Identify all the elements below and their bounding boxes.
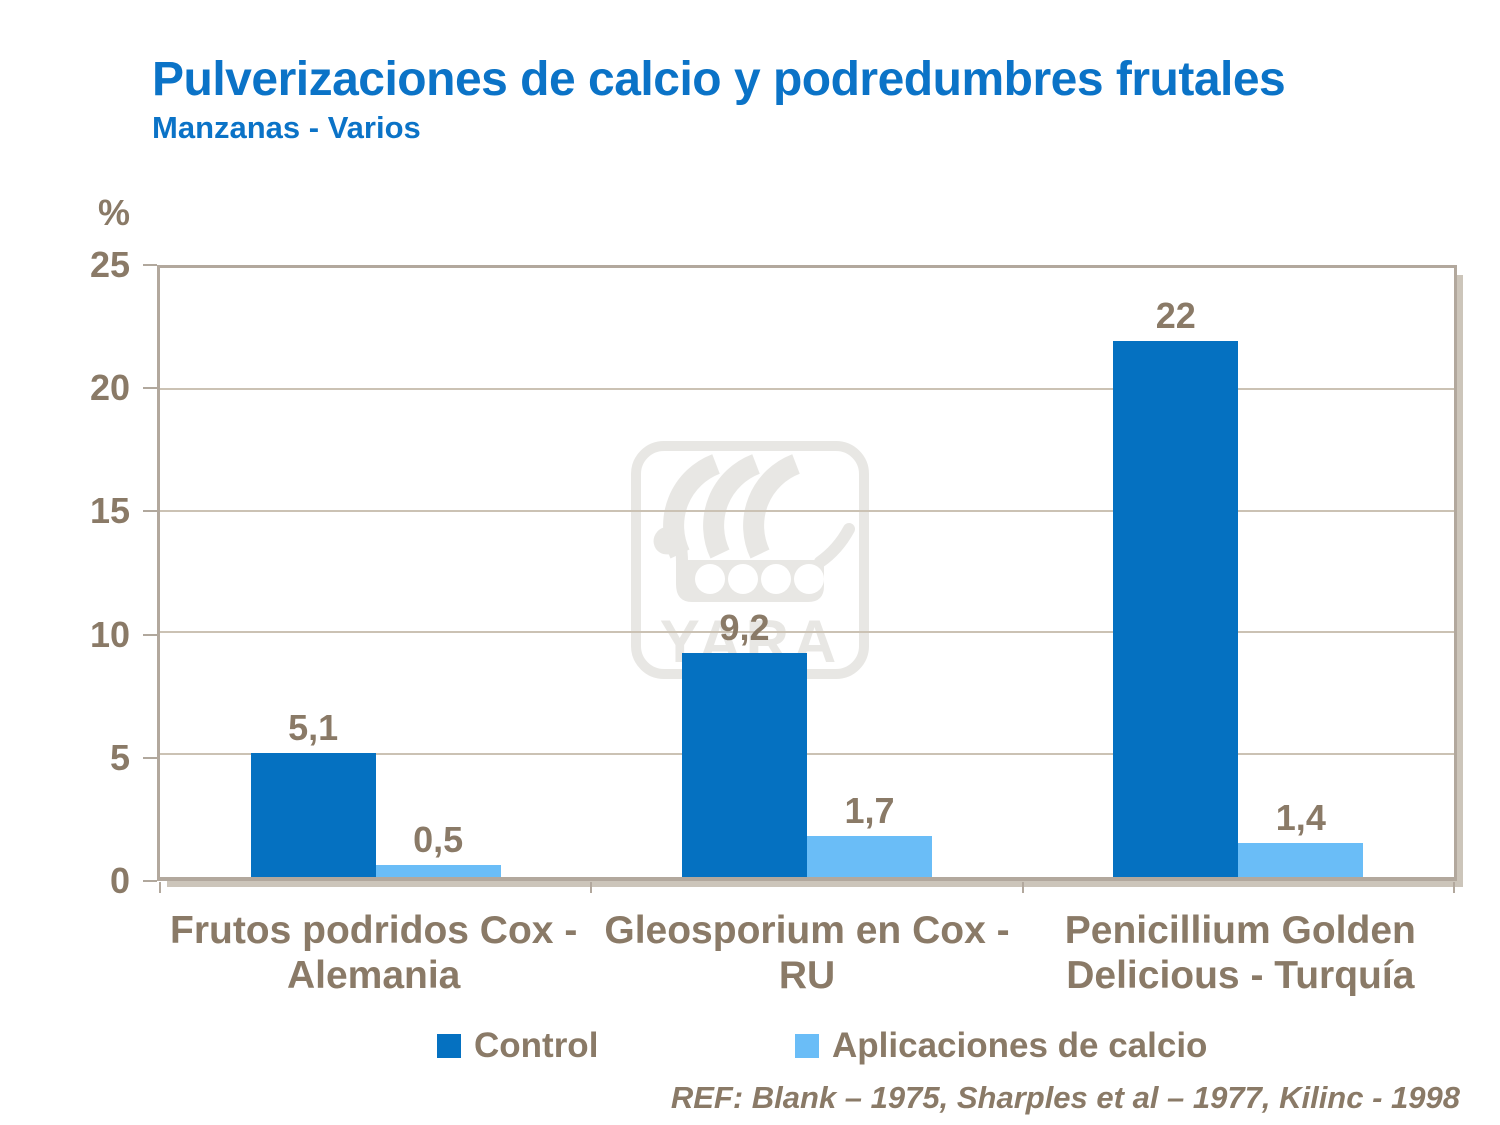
y-tick-label-15: 15	[89, 490, 130, 532]
category-label-1: Frutos podridos Cox - Alemania	[170, 909, 578, 997]
x-axis-tick-2	[1021, 882, 1024, 893]
category-label-3: Penicillium Golden Delicious - Turquía	[1064, 909, 1416, 997]
gridline-20	[160, 387, 1454, 390]
bar-value-label: 0,5	[413, 818, 464, 860]
chart-subtitle: Manzanas - Varios	[152, 110, 421, 145]
legend-label-control: Control	[474, 1026, 599, 1065]
legend-label-calcium: Aplicaciones de calcio	[832, 1026, 1208, 1065]
bar-control-1: 5,1	[250, 707, 376, 877]
bar-control-3: 22	[1113, 295, 1239, 877]
bar-value-label: 1,4	[1275, 796, 1326, 838]
bar-control-2: 9,2	[681, 607, 807, 877]
legend-swatch-calcium	[795, 1034, 819, 1058]
x-axis-tick-0	[159, 882, 161, 893]
legend-item-control: Control	[437, 1026, 598, 1066]
bar-value-label: 22	[1155, 295, 1196, 337]
gridline-10	[160, 631, 1454, 634]
chart-title: Pulverizaciones de calcio y podredumbres…	[152, 53, 1286, 106]
y-tick-label-20: 20	[89, 367, 130, 409]
legend-item-calcium: Aplicaciones de calcio	[795, 1026, 1207, 1066]
bar-group-2: 9,2 1,7	[591, 268, 1022, 877]
x-axis-tick-3	[1453, 882, 1455, 893]
y-tick-mark-10	[143, 633, 157, 636]
y-axis: 0 5 10 15 20 25	[0, 246, 157, 900]
bar-value-label: 9,2	[719, 606, 770, 648]
y-tick-mark-20	[143, 387, 157, 390]
y-tick-label-0: 0	[109, 860, 130, 901]
bar-value-label: 1,7	[844, 789, 895, 831]
y-tick-mark-5	[143, 756, 157, 759]
x-axis-category-labels: Frutos podridos Cox - Alemania Gleosporium…	[157, 908, 1457, 998]
bar-calcium-1: 0,5	[375, 819, 501, 877]
y-tick-label-10: 10	[89, 613, 130, 655]
gridline-5	[160, 753, 1454, 756]
bar-value-label: 5,1	[288, 706, 339, 748]
bar-calcium-2: 1,7	[806, 790, 932, 877]
category-label-2: Gleosporium en Cox - RU	[604, 909, 1010, 997]
y-tick-label-5: 5	[109, 736, 130, 778]
y-tick-mark-15	[143, 510, 157, 513]
viking-hull-icon	[653, 523, 855, 602]
plot-area: 5,1 0,5 9,2 1,7 22 1,4	[157, 265, 1457, 893]
y-tick-mark-25	[143, 264, 157, 266]
y-tick-label-25: 25	[89, 244, 130, 285]
y-axis-unit-label: %	[97, 192, 130, 233]
legend-swatch-control	[437, 1034, 461, 1058]
reference-text: REF: Blank – 1975, Sharples et al – 1977…	[670, 1080, 1460, 1115]
legend: Control Aplicaciones de calcio	[0, 1026, 1500, 1066]
x-axis-tick-1	[590, 882, 593, 893]
bar-calcium-3: 1,4	[1238, 797, 1364, 877]
bar-group-3: 22 1,4	[1023, 268, 1454, 877]
gridline-15	[160, 509, 1454, 512]
y-tick-mark-0	[143, 880, 157, 882]
bar-group-1: 5,1 0,5	[160, 268, 591, 877]
